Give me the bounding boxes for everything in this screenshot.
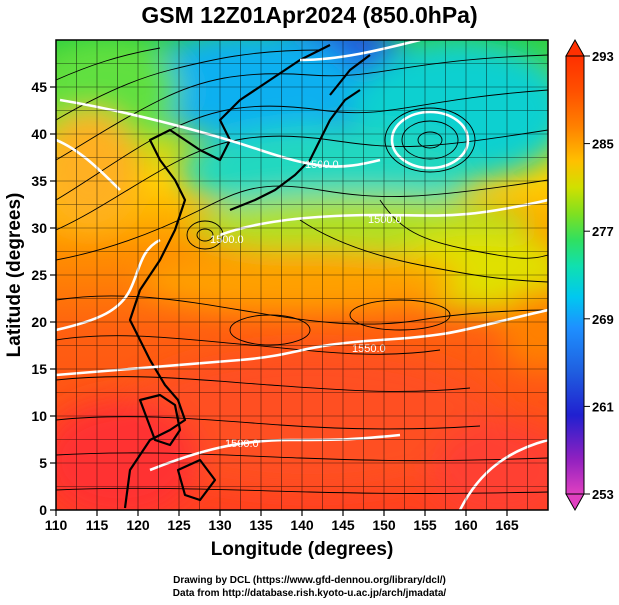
y-tick-label: 35 xyxy=(31,173,47,189)
y-tick-label: 0 xyxy=(39,502,47,518)
y-tick-label: 20 xyxy=(31,314,47,330)
y-axis-label: Latitude (degrees) xyxy=(4,193,25,358)
y-tick-label: 5 xyxy=(39,455,47,471)
colorbar-tick-label: 253 xyxy=(592,487,614,502)
colorbar-tick-label: 285 xyxy=(592,137,614,152)
x-tick-label: 150 xyxy=(372,517,396,533)
streamlines xyxy=(56,47,548,494)
x-tick-label: 110 xyxy=(45,517,68,533)
colorbar-tick-label: 277 xyxy=(592,224,614,239)
contour-labels: 1500.0 1500.0 1500.0 1550.0 1500.0 xyxy=(210,159,402,450)
contour-label: 1500.0 xyxy=(210,234,244,246)
colorbar: 253 261 269 277 285 293 xyxy=(565,38,614,512)
x-tick-label: 145 xyxy=(331,517,355,533)
contour-label: 1550.0 xyxy=(352,343,386,355)
colorbar-tick-label: 293 xyxy=(592,49,614,64)
plot-title: GSM 12Z01Apr2024 (850.0hPa) xyxy=(141,2,478,28)
temperature-field: 1500.0 1500.0 1500.0 1550.0 1500.0 xyxy=(56,40,548,510)
grid xyxy=(56,40,548,510)
credit-data: Data from http://database.rish.kyoto-u.a… xyxy=(172,588,447,599)
y-tick-label: 15 xyxy=(31,361,47,377)
colorbar-max-triangle xyxy=(565,38,585,57)
x-tick-label: 125 xyxy=(167,517,191,533)
x-tick-label: 115 xyxy=(86,517,109,533)
x-tick-label: 160 xyxy=(454,517,478,533)
x-axis-label: Longitude (degrees) xyxy=(211,539,394,560)
contour-label: 1500.0 xyxy=(368,214,402,226)
contour-label: 1500.0 xyxy=(225,438,259,450)
x-tick-label: 140 xyxy=(290,517,314,533)
credits: Drawing by DCL (https://www.gfd-dennou.o… xyxy=(0,574,619,600)
y-tick-label: 10 xyxy=(31,408,47,424)
y-tick-label: 40 xyxy=(31,126,47,142)
y-tick-label: 45 xyxy=(31,79,47,95)
credit-drawing: Drawing by DCL (https://www.gfd-dennou.o… xyxy=(173,575,446,586)
y-axis: 0 5 10 15 20 25 30 35 40 45 xyxy=(31,79,56,518)
contour-label: 1500.0 xyxy=(305,159,339,171)
x-tick-label: 135 xyxy=(249,517,273,533)
colorbar-tick-label: 261 xyxy=(592,399,614,414)
x-tick-label: 130 xyxy=(208,517,232,533)
x-tick-label: 165 xyxy=(495,517,519,533)
x-tick-label: 155 xyxy=(413,517,437,533)
x-tick-label: 120 xyxy=(126,517,150,533)
x-axis: 110 115 120 125 130 135 140 145 150 155 160 165 xyxy=(45,510,519,533)
y-tick-label: 30 xyxy=(31,220,47,236)
colorbar-tick-label: 269 xyxy=(592,312,614,327)
y-tick-label: 25 xyxy=(31,267,47,283)
colorbar-min-triangle xyxy=(565,493,585,512)
